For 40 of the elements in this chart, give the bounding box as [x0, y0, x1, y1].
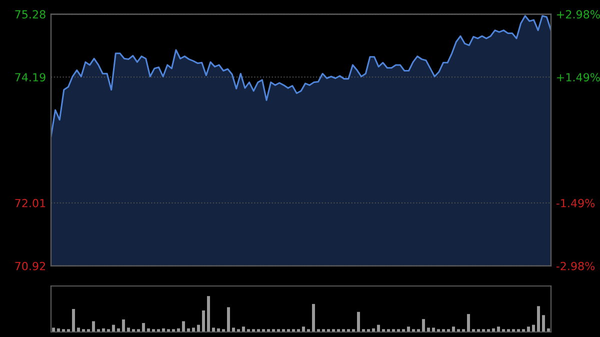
- bar: [537, 306, 540, 332]
- bar: [357, 312, 360, 332]
- bar: [92, 321, 95, 332]
- bar: [432, 328, 435, 332]
- bar: [77, 328, 80, 332]
- y-tick-label: 74.19: [15, 73, 46, 82]
- bar: [72, 309, 75, 332]
- bar: [197, 324, 200, 332]
- bar: [232, 328, 235, 332]
- bar: [497, 326, 500, 332]
- bar: [52, 328, 55, 332]
- bar: [312, 304, 315, 332]
- bar: [207, 296, 210, 332]
- bar: [212, 328, 215, 332]
- y-tick-label: 70.92: [15, 262, 46, 270]
- bar: [452, 326, 455, 332]
- bar: [227, 307, 230, 332]
- y2-tick-label: +1.49%: [557, 73, 600, 82]
- y-tick-label: 72.01: [15, 198, 46, 208]
- y2-tick-label: -2.98%: [556, 262, 595, 270]
- bar: [182, 321, 185, 332]
- bar: [127, 328, 130, 332]
- bar: [527, 326, 530, 332]
- bar: [422, 319, 425, 332]
- bar: [242, 326, 245, 332]
- bar: [532, 324, 535, 332]
- bar: [407, 326, 410, 332]
- bar: [427, 328, 430, 332]
- bar: [542, 315, 545, 332]
- bar: [122, 319, 125, 332]
- bar: [142, 323, 145, 332]
- bar: [112, 324, 115, 332]
- bar: [302, 326, 305, 332]
- y-tick-label: 75.28: [15, 10, 46, 19]
- y2-tick-label: +2.98%: [557, 10, 600, 19]
- y2-tick-label: -1.49%: [556, 198, 595, 208]
- bar: [467, 314, 470, 332]
- bar: [192, 328, 195, 332]
- bar: [377, 324, 380, 332]
- bar: [202, 310, 205, 332]
